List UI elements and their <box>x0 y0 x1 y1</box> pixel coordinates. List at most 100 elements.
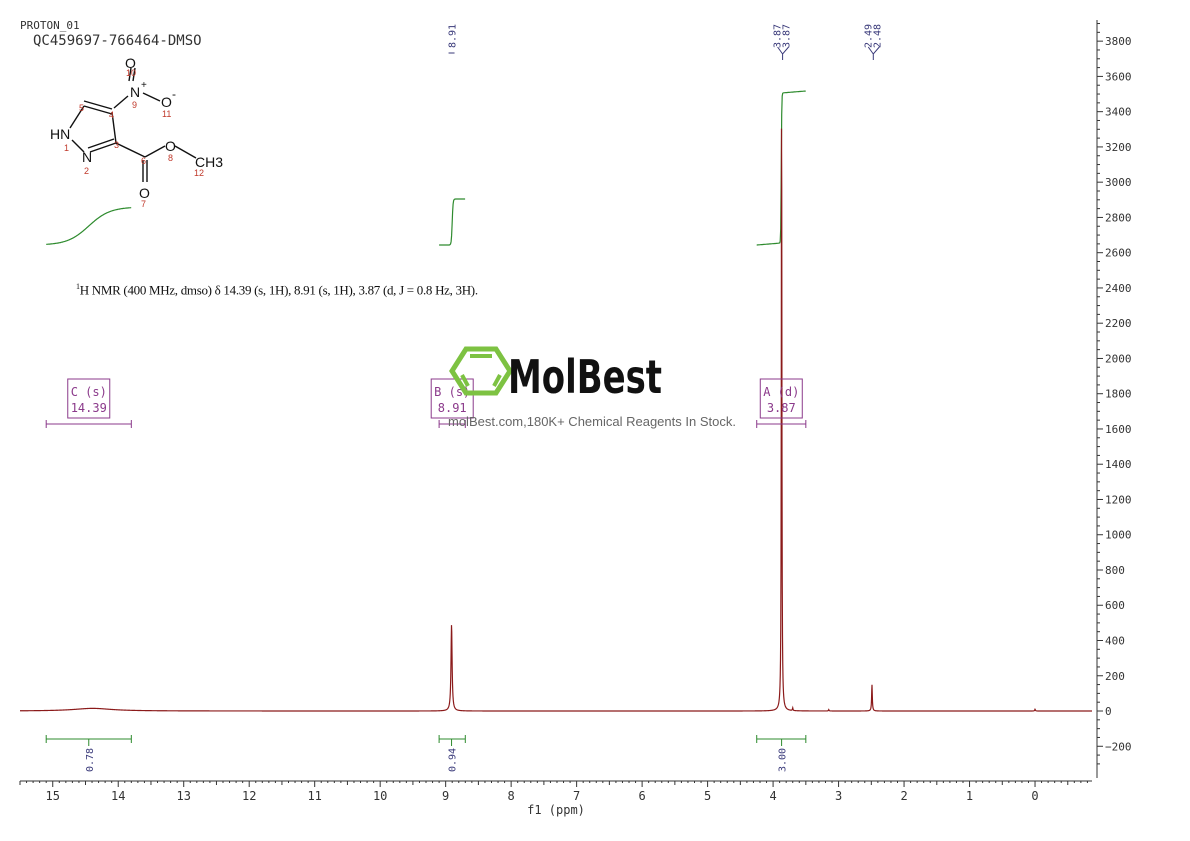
peak-label: 3.87 <box>782 24 793 48</box>
multiplet-shift: 3.87 <box>767 401 796 415</box>
peak-labels: 8.91 3.873.87 2.492.48 <box>448 24 883 60</box>
peak-label: 2.49 <box>863 24 874 48</box>
peak-label: 8.91 <box>448 24 459 48</box>
atom-num-8: 8 <box>168 153 173 163</box>
spectrum <box>20 128 1092 712</box>
y-tick-label: 3800 <box>1105 35 1132 48</box>
multiplet-box <box>430 378 474 419</box>
atom-o11-charge: - <box>172 87 176 101</box>
multiplet-shift: 14.39 <box>71 401 107 415</box>
y-tick-label: 2600 <box>1105 247 1132 260</box>
nmr-description: 1H NMR (400 MHz, dmso) δ 14.39 (s, 1H), … <box>76 282 478 298</box>
atom-num-2: 2 <box>84 166 89 176</box>
multiplet-shift: 8.91 <box>438 401 467 415</box>
x-tick-label: 11 <box>307 789 321 803</box>
description-text: H NMR (400 MHz, dmso) δ 14.39 (s, 1H), 8… <box>79 282 478 298</box>
x-axis: 15 14 13 12 11 10 9 8 7 6 5 4 3 2 1 0 <box>19 780 1092 803</box>
multiplet-letter: C (s) <box>71 385 107 399</box>
description-superscript: 1 <box>76 282 80 291</box>
atom-n9: N <box>130 84 140 100</box>
x-tick-label: 4 <box>769 789 776 803</box>
atom-num-6: 6 <box>141 156 146 166</box>
x-tick-label: 14 <box>111 789 125 803</box>
integral-curves <box>46 90 806 246</box>
atom-num-4: 4 <box>109 110 114 120</box>
atom-num-3: 3 <box>114 140 119 150</box>
y-tick-label: 3200 <box>1105 141 1132 154</box>
peak-label-connector <box>777 46 789 60</box>
integral-value: 0.78 <box>85 748 96 772</box>
x-axis-label: f1 (ppm) <box>527 803 585 817</box>
multiplet-range <box>756 420 807 428</box>
y-tick-label: 3000 <box>1105 176 1132 189</box>
atom-ch3: CH3 <box>195 154 223 170</box>
x-tick-label: 15 <box>46 789 60 803</box>
x-tick-label: 3 <box>835 789 842 803</box>
atom-o8: O <box>165 138 176 154</box>
multiplet-box <box>67 378 111 419</box>
sample-name: QC459697-766464-DMSO <box>33 33 202 49</box>
spectrum-trace <box>20 128 1092 712</box>
y-tick-label: 600 <box>1105 599 1125 612</box>
brand-tagline: molBest.com,180K+ Chemical Reagents In S… <box>448 414 736 429</box>
atom-num-5: 5 <box>79 103 84 113</box>
y-tick-label: 1000 <box>1105 529 1132 542</box>
atom-o10: O <box>125 55 136 71</box>
integral-curve <box>46 207 132 245</box>
y-tick-label: 2400 <box>1105 282 1132 295</box>
y-tick-label: 3400 <box>1105 106 1132 119</box>
x-tick-label: 10 <box>373 789 387 803</box>
atom-o7: O <box>139 185 150 201</box>
x-tick-label: 5 <box>704 789 711 803</box>
x-tick-label: 6 <box>638 789 645 803</box>
integral-range <box>756 735 807 746</box>
integral-curve <box>439 198 466 246</box>
integral-value: 3.00 <box>778 748 789 772</box>
y-tick-label: 1400 <box>1105 458 1132 471</box>
x-tick-label: 12 <box>242 789 256 803</box>
y-tick-label: 1200 <box>1105 493 1132 506</box>
multiplet-range <box>438 420 466 428</box>
hexagon-logo-icon <box>449 346 513 396</box>
x-tick-label: 0 <box>1031 789 1038 803</box>
peak-label: 2.48 <box>872 24 883 48</box>
x-tick-label: 13 <box>176 789 190 803</box>
peak-label-connector <box>867 46 880 60</box>
y-axis: −200 0 200 400 600 800 1000 1200 1400 1600 1800 200… <box>1096 20 1132 778</box>
atom-hn: HN <box>50 126 70 142</box>
atom-num-10: 10 <box>126 68 136 78</box>
molecule-structure <box>69 67 197 182</box>
integral-range <box>438 735 466 746</box>
y-tick-label: 0 <box>1105 705 1112 718</box>
x-tick-label: 9 <box>442 789 449 803</box>
integral-range <box>45 735 132 746</box>
y-tick-label: 3600 <box>1105 70 1132 83</box>
x-tick-label: 1 <box>966 789 973 803</box>
multiplet-box <box>759 378 803 419</box>
experiment-name: PROTON_01 <box>20 19 80 32</box>
x-tick-label: 8 <box>508 789 515 803</box>
y-tick-label: 1600 <box>1105 423 1132 436</box>
integral-value: 0.94 <box>448 748 459 772</box>
multiplet-letter: A (d) <box>763 385 799 399</box>
brand-name: MolBest <box>508 350 662 404</box>
x-tick-label: 7 <box>573 789 580 803</box>
atom-num-1: 1 <box>64 143 69 153</box>
y-tick-label: 2800 <box>1105 211 1132 224</box>
atom-o11: O <box>161 94 172 110</box>
multiplet-range <box>45 420 132 428</box>
y-tick-label: 200 <box>1105 670 1125 683</box>
integral-labels: 0.78 0.94 3.00 <box>45 735 807 772</box>
atom-num-9: 9 <box>132 100 137 110</box>
y-tick-label: 2000 <box>1105 352 1132 365</box>
peak-label: 3.87 <box>773 24 784 48</box>
y-tick-label: 2200 <box>1105 317 1132 330</box>
atom-num-11: 11 <box>162 109 171 119</box>
y-tick-label: 800 <box>1105 564 1125 577</box>
y-tick-label: −200 <box>1105 740 1132 753</box>
molbest-logo: MolBest molBest.com,180K+ Chemical Reage… <box>448 346 736 429</box>
atom-n9-charge: + <box>141 80 147 91</box>
y-tick-label: 1800 <box>1105 388 1132 401</box>
atom-num-7: 7 <box>141 199 146 209</box>
